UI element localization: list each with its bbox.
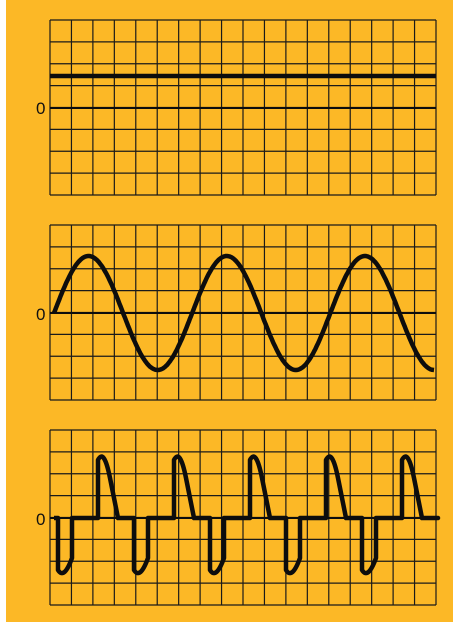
panel-dc: 0 bbox=[36, 19, 437, 196]
zero-label-dc: 0 bbox=[36, 99, 45, 118]
zero-label-sine: 0 bbox=[36, 305, 45, 324]
zero-label-pulse: 0 bbox=[36, 510, 45, 529]
trace-sine bbox=[51, 253, 436, 373]
trace-pulse bbox=[54, 454, 441, 576]
panel-pulse: 0 bbox=[36, 429, 441, 606]
panel-sine: 0 bbox=[36, 224, 437, 401]
